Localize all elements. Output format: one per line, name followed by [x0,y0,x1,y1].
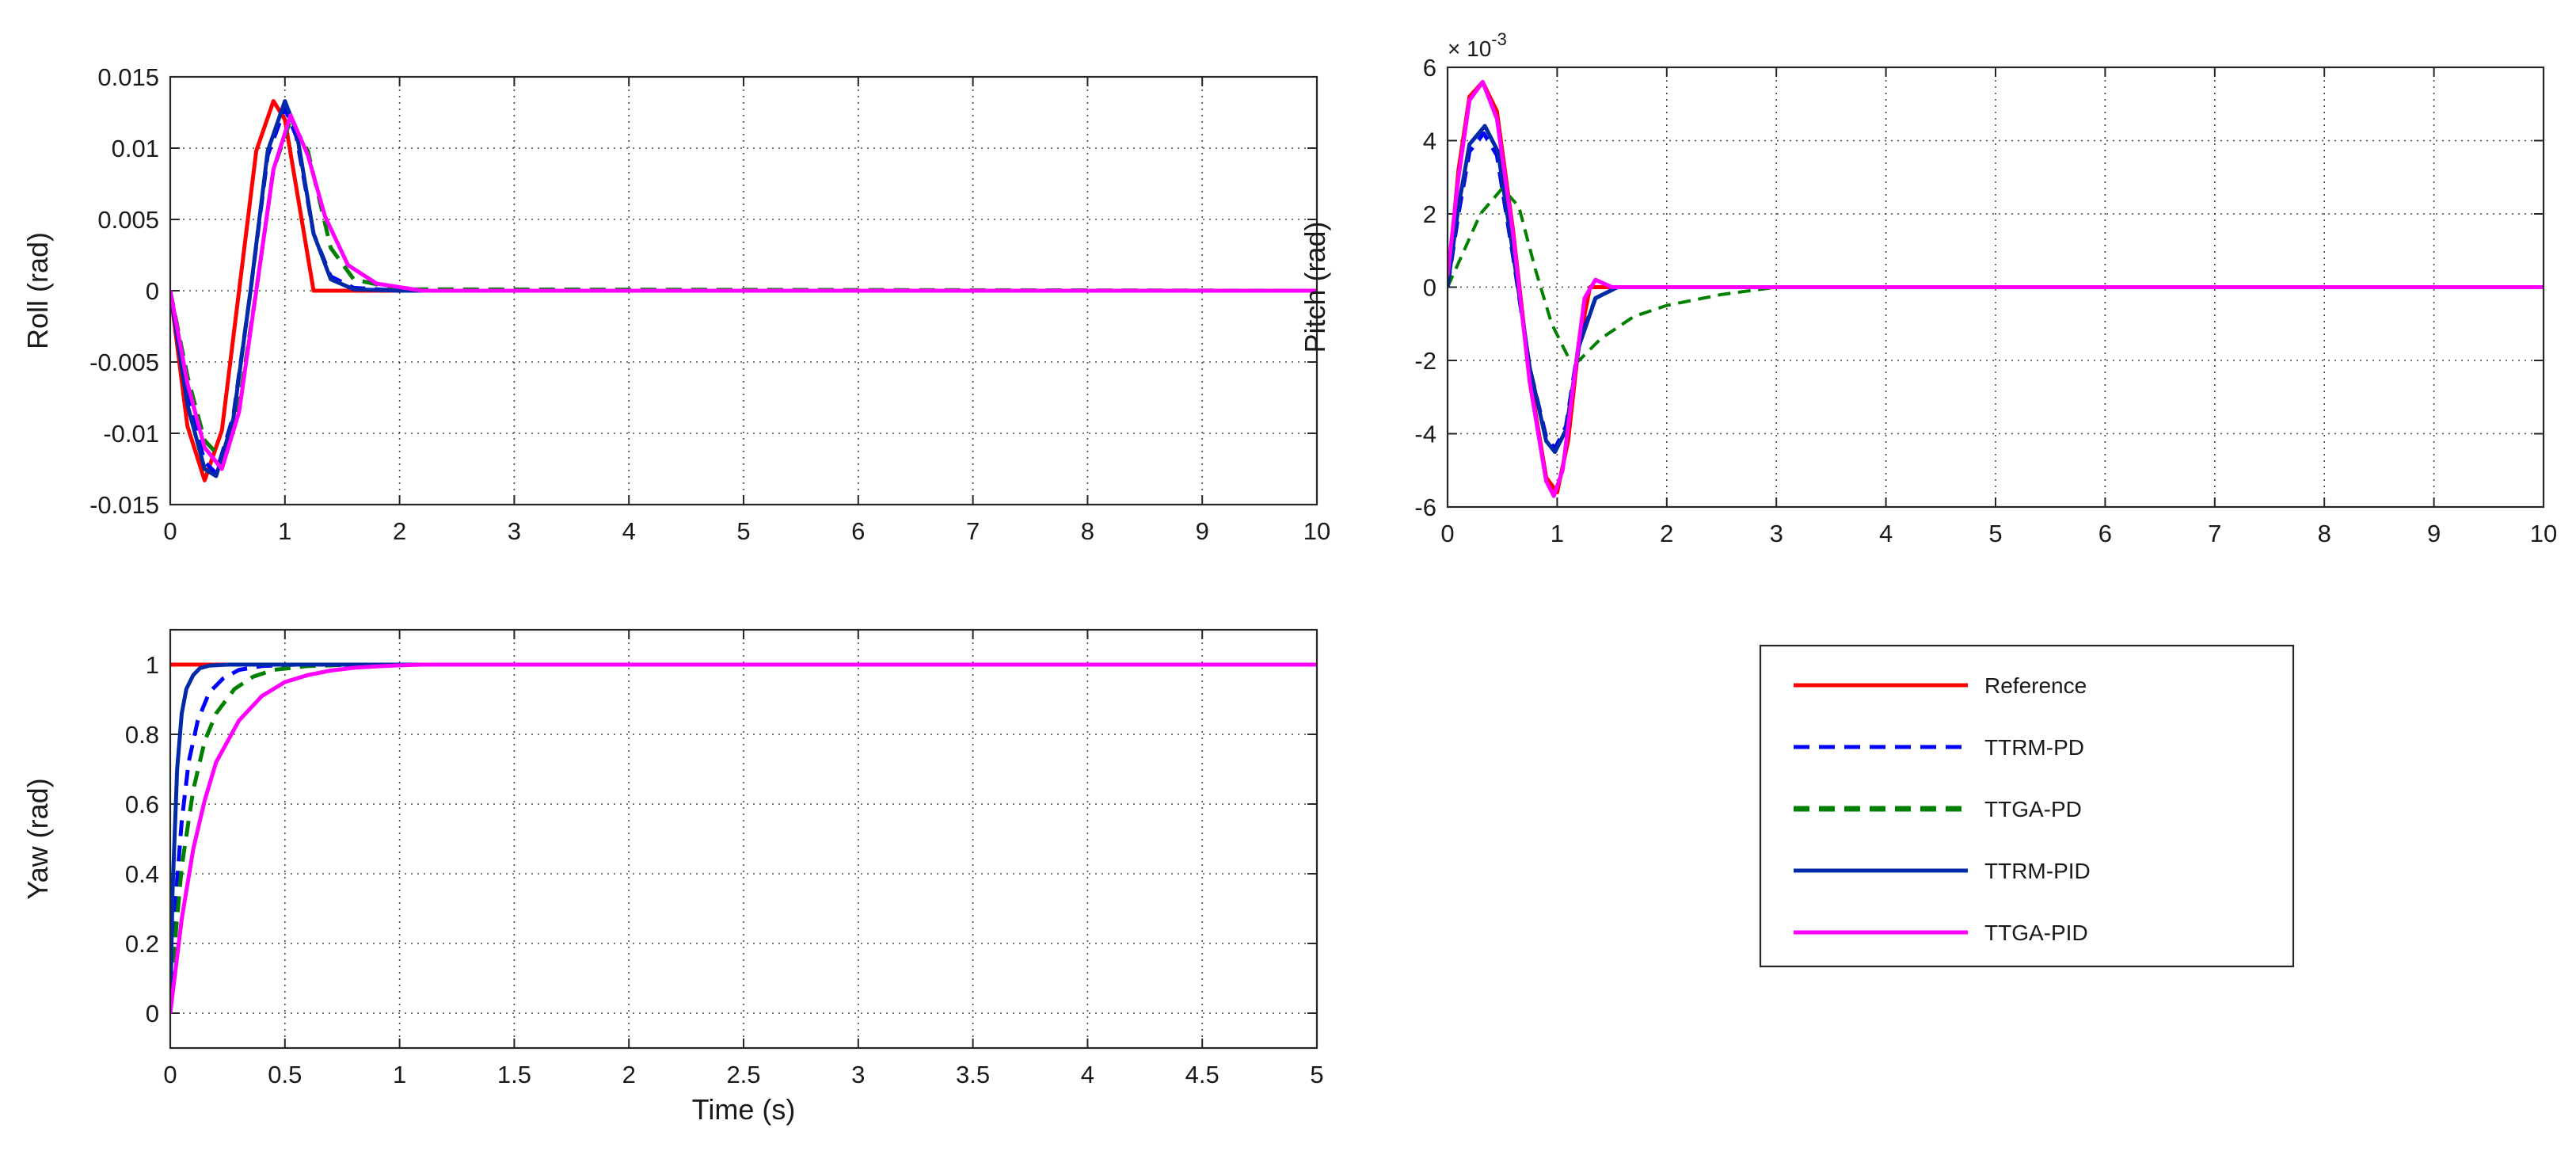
yaw-y-tick-label: 0.8 [125,721,159,749]
roll-y-tick-label: 0.005 [97,206,159,234]
pitch-axes-frame [1446,66,2545,509]
yaw-panel: 0 0.5 1 1.5 2 2.5 3 3.5 4 4.5 5 0 0.2 0.4 0.6 0.8 1 Yaw (… [21,628,1324,1126]
yaw-x-tick-label: 4.5 [1185,1061,1220,1088]
roll-y-tick-label: 0 [146,277,159,305]
yaw-y-tick-label: 0.2 [125,930,159,958]
pitch-x-tick-label: 7 [2208,520,2221,547]
legend-label-reference: Reference [1984,673,2087,698]
roll-x-tick-label: 5 [736,517,750,545]
pitch-series-group [1448,80,2544,498]
pitch-y-exponent: × 10-3 [1448,29,1507,61]
yaw-x-tick-label: 2.5 [726,1061,760,1088]
roll-axes-frame [169,75,1318,506]
pitch-y-exponent-power: -3 [1491,29,1507,49]
yaw-x-tick-label: 1 [393,1061,406,1088]
pitch-x-tick-label: 10 [2530,520,2557,547]
pitch-x-tick-label: 1 [1551,520,1564,547]
roll-series-ttga-pid [170,113,1317,471]
roll-y-axis-label: Roll (rad) [21,232,54,349]
yaw-y-axis-label: Yaw (rad) [21,778,54,899]
yaw-series-ttrm-pid [170,662,1317,1014]
pitch-y-tick-label: 2 [1423,200,1436,228]
pitch-series-ttrm-pid [1448,124,2380,455]
yaw-axes-frame [169,628,1318,1050]
roll-panel: 0 1 2 3 4 5 6 7 8 9 10 -0.015 -0.01 -0.005 0 0.005 0.01 0… [21,63,1330,545]
pitch-y-tick-label: 4 [1423,128,1436,155]
roll-y-tick-label: -0.005 [89,349,159,376]
pitch-x-tick-label: 3 [1770,520,1783,547]
pitch-x-tick-label: 9 [2427,520,2441,547]
pitch-panel: 0 1 2 3 4 5 6 7 8 9 10 -6 -4 -2 0 2 4 6 Pitch (rad) × 10-3 [1299,29,2557,547]
pitch-y-tick-label: 6 [1423,54,1436,82]
yaw-x-tick-label: 3.5 [956,1061,990,1088]
roll-x-tick-label: 10 [1303,517,1330,545]
yaw-x-tick-label: 4 [1081,1061,1094,1088]
yaw-y-tick-label: 0.6 [125,791,159,818]
pitch-x-tick-label: 6 [2098,520,2112,547]
yaw-x-tick-label: 1.5 [497,1061,531,1088]
roll-x-tick-label: 4 [622,517,636,545]
roll-x-tick-label: 6 [851,517,865,545]
yaw-y-tick-label: 1 [146,651,159,679]
yaw-y-tick-label: 0.4 [125,860,159,888]
yaw-series-ttga-pid [170,662,1317,1014]
roll-series-group [170,99,1317,482]
pitch-y-axis-label: Pitch (rad) [1299,221,1331,353]
pitch-x-tick-label: 4 [1879,520,1893,547]
yaw-series-group [170,662,1317,1014]
roll-y-tick-label: -0.01 [103,420,159,448]
roll-x-tick-label: 2 [393,517,406,545]
pitch-x-tick-label: 8 [2318,520,2331,547]
roll-y-tick-label: 0.01 [112,135,159,162]
legend-label-ttrm-pid: TTRM-PID [1984,859,2091,883]
pitch-y-tick-label: -4 [1414,421,1436,448]
yaw-x-tick-label: 3 [851,1061,865,1088]
yaw-x-tick-label: 0.5 [268,1061,302,1088]
yaw-x-tick-label: 2 [622,1061,636,1088]
yaw-series-ttrm-pd [170,662,1317,1014]
pitch-x-tick-label: 2 [1660,520,1673,547]
legend-label-ttrm-pd: TTRM-PD [1984,735,2084,760]
roll-series-reference [170,99,1317,482]
yaw-x-tick-label: 5 [1310,1061,1323,1088]
legend: Reference TTRM-PD TTGA-PD TTRM-PID TTGA-PID [1759,644,2295,968]
roll-x-tick-label: 1 [278,517,291,545]
pitch-x-tick-label: 0 [1440,520,1454,547]
pitch-y-tick-label: -2 [1414,347,1436,375]
roll-x-tick-label: 8 [1081,517,1094,545]
pitch-series-ttga-pid [1448,80,2544,498]
legend-label-ttga-pd: TTGA-PD [1984,797,2082,821]
roll-y-tick-label: 0.015 [97,63,159,91]
yaw-x-axis-label: Time (s) [692,1093,796,1126]
roll-x-tick-label: 0 [163,517,177,545]
roll-series-ttrm-pid [170,99,1317,478]
pitch-series-ttga-pd [1448,186,2544,362]
pitch-x-tick-label: 5 [1988,520,2002,547]
pitch-y-tick-label: 0 [1423,274,1436,302]
pitch-y-exponent-base: × 10 [1448,36,1491,61]
roll-x-tick-label: 3 [508,517,521,545]
roll-x-tick-label: 9 [1196,517,1209,545]
legend-label-ttga-pid: TTGA-PID [1984,920,2088,945]
pitch-y-tick-label: -6 [1414,494,1436,521]
yaw-x-tick-label: 0 [163,1061,177,1088]
yaw-y-tick-label: 0 [146,1000,159,1027]
roll-x-tick-label: 7 [966,517,980,545]
roll-y-tick-label: -0.015 [89,491,159,519]
